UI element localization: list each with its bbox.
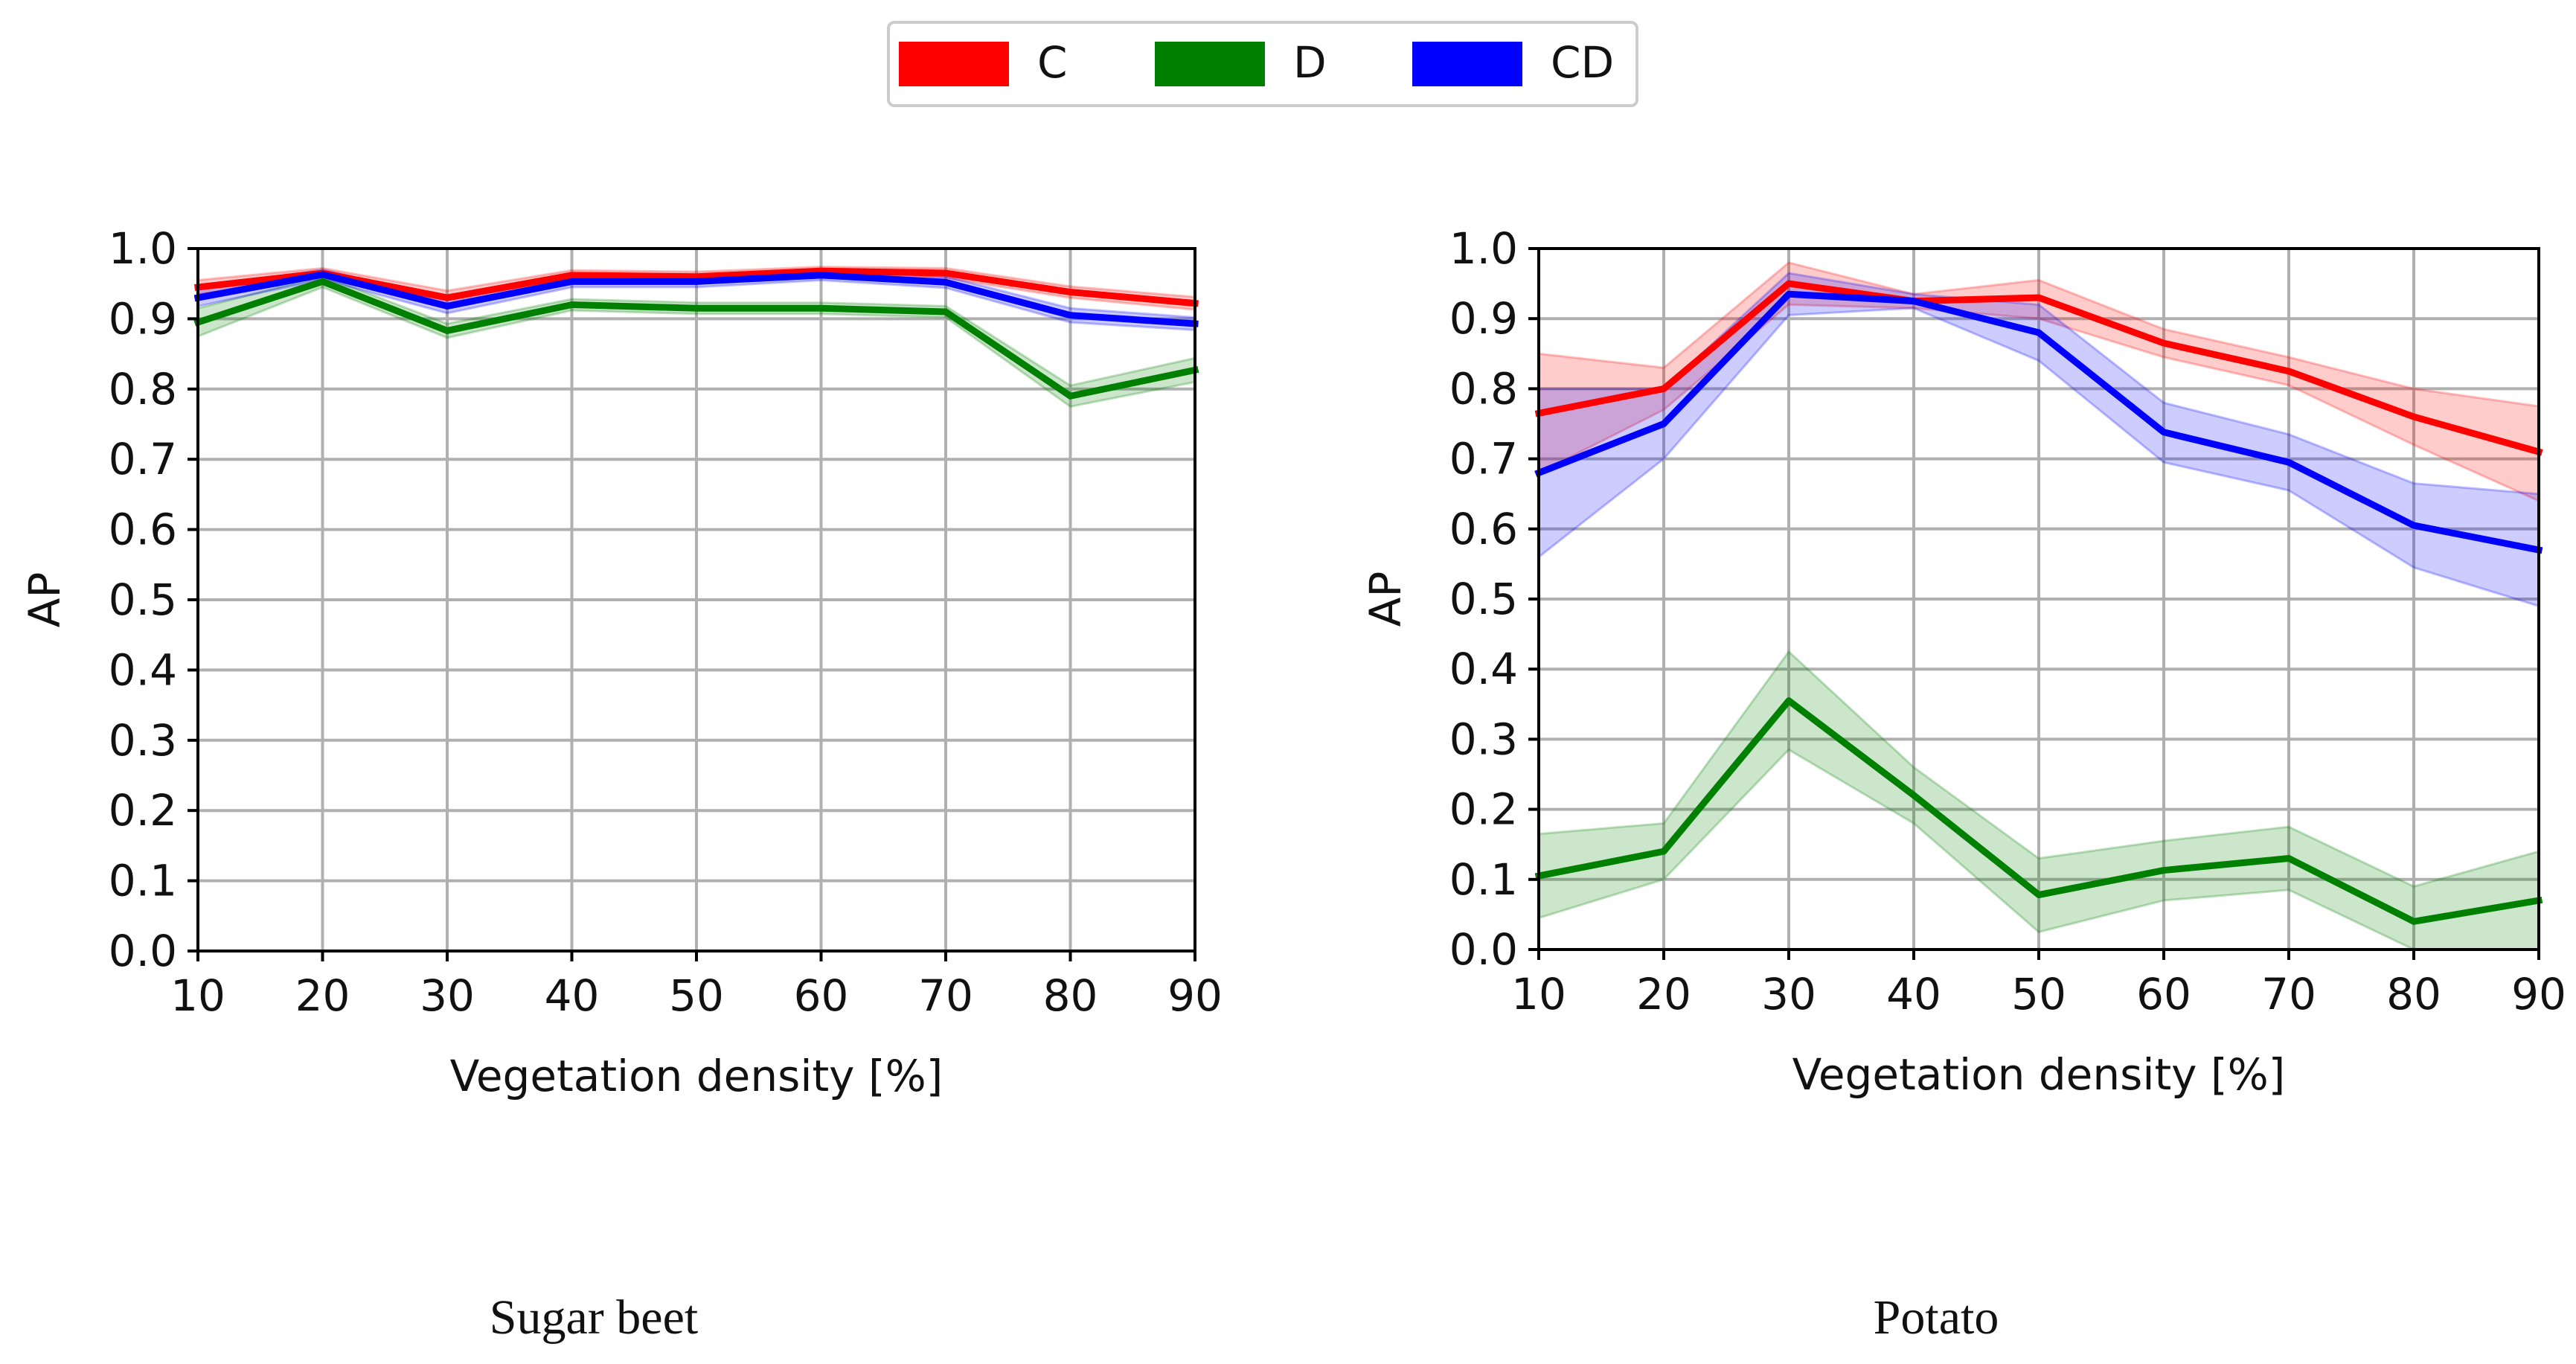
y-tick-label-0-8: 0.8 <box>109 364 177 414</box>
x-tick-label-40: 40 <box>545 970 600 1021</box>
y-axis-label: AP <box>19 572 70 628</box>
legend: C D CD <box>887 21 1638 107</box>
y-tick-label-0-3: 0.3 <box>1449 714 1518 764</box>
x-tick-label-60: 60 <box>794 970 849 1021</box>
x-tick-label-10: 10 <box>1511 969 1566 1019</box>
x-tick-label-80: 80 <box>2386 969 2441 1019</box>
caption-sugar-beet: Sugar beet <box>490 1290 698 1345</box>
caption-potato: Potato <box>1874 1290 1999 1345</box>
y-tick-label-0-8: 0.8 <box>1449 363 1518 414</box>
x-tick-label-30: 30 <box>1761 969 1816 1019</box>
x-axis-label: Vegetation density [%] <box>450 1051 943 1101</box>
y-axis-label: AP <box>1360 571 1411 627</box>
x-tick-label-40: 40 <box>1886 969 1941 1019</box>
y-tick-label-0-4: 0.4 <box>1449 644 1518 694</box>
x-tick-label-90: 90 <box>2511 969 2566 1019</box>
y-tick-label-0-9: 0.9 <box>109 293 177 344</box>
x-tick-label-10: 10 <box>170 970 225 1021</box>
panel-potato: 10 20 30 40 50 60 70 80 90 0.0 0.1 0.2 0.3 0.4 0.5 0.6 0… <box>1360 223 2566 1100</box>
legend-label-cd: CD <box>1551 37 1614 88</box>
x-axis-label: Vegetation density [%] <box>1792 1049 2286 1100</box>
legend-label-c: C <box>1037 37 1068 88</box>
y-tick-label-0-7: 0.7 <box>109 434 177 484</box>
y-tick-label-0-1: 0.1 <box>109 856 177 906</box>
legend-swatch-c <box>899 42 1009 86</box>
y-tick-label-0-2: 0.2 <box>109 785 177 836</box>
x-tick-label-20: 20 <box>295 970 350 1021</box>
y-tick-label-0-9: 0.9 <box>1449 293 1518 344</box>
x-tick-label-60: 60 <box>2136 969 2191 1019</box>
x-tick-label-80: 80 <box>1043 970 1098 1021</box>
y-tick-label-0-4: 0.4 <box>109 644 177 695</box>
y-tick-label-0-5: 0.5 <box>109 574 177 625</box>
y-tick-label-1-0: 1.0 <box>1449 223 1518 274</box>
y-tick-label-0-6: 0.6 <box>109 505 177 555</box>
y-tick-label-0-7: 0.7 <box>1449 434 1518 484</box>
x-tick-label-70: 70 <box>2261 969 2316 1019</box>
x-tick-label-50: 50 <box>669 970 724 1021</box>
x-tick-label-90: 90 <box>1167 970 1223 1021</box>
y-tick-label-0-0: 0.0 <box>1449 924 1518 975</box>
x-tick-label-30: 30 <box>420 970 475 1021</box>
legend-label-d: D <box>1293 37 1327 88</box>
y-tick-label-0-0: 0.0 <box>109 926 177 976</box>
legend-swatch-d <box>1155 42 1265 86</box>
y-tick-label-0-2: 0.2 <box>1449 784 1518 835</box>
y-tick-label-0-5: 0.5 <box>1449 574 1518 624</box>
y-tick-label-0-1: 0.1 <box>1449 854 1518 905</box>
y-tick-label-0-6: 0.6 <box>1449 504 1518 554</box>
x-tick-label-20: 20 <box>1636 969 1691 1019</box>
x-tick-label-50: 50 <box>2011 969 2066 1019</box>
legend-swatch-cd <box>1412 42 1522 86</box>
y-tick-label-0-3: 0.3 <box>109 715 177 766</box>
y-tick-label-1-0: 1.0 <box>109 223 177 274</box>
panel-sugar-beet: 10 20 30 40 50 60 70 80 90 0.0 0.1 0.2 0.3 0.4 0.5 0.6 0… <box>19 223 1223 1101</box>
x-tick-label-70: 70 <box>918 970 973 1021</box>
